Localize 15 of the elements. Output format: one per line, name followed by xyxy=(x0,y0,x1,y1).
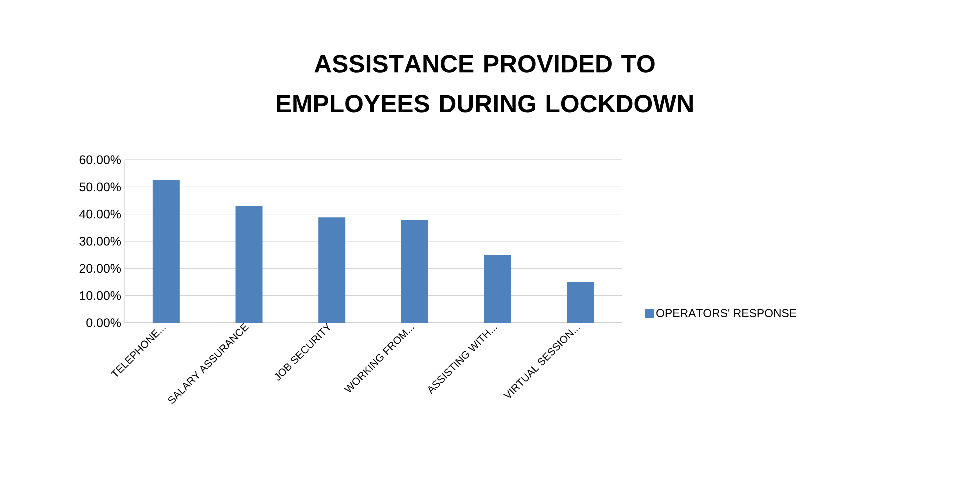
y-tick-label: 40.00% xyxy=(80,210,122,219)
chart-title: ASSISTANCE PROVIDED TO EMPLOYEES DURING LOCKDOWN xyxy=(277,55,693,113)
bar xyxy=(152,180,180,323)
bar xyxy=(401,220,428,323)
bar xyxy=(567,282,594,323)
y-tick-label: 50.00% xyxy=(80,182,122,192)
bar xyxy=(484,255,512,323)
y-tick-label: 10.00% xyxy=(80,291,122,300)
y-tick-label: 20.00% xyxy=(80,264,122,274)
y-tick-label: 60.00% xyxy=(80,156,122,164)
y-tick-label: 0.00% xyxy=(86,318,122,328)
bar xyxy=(236,206,263,323)
bar xyxy=(318,218,346,323)
y-tick-label: 30.00% xyxy=(80,237,122,246)
legend-label: OPERATORS' RESPONSE xyxy=(656,309,797,318)
